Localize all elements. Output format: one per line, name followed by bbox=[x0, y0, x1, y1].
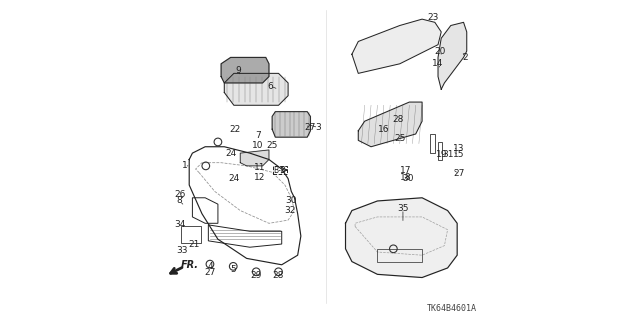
Text: 11: 11 bbox=[253, 163, 265, 172]
Text: 30: 30 bbox=[402, 174, 413, 183]
Polygon shape bbox=[224, 73, 288, 105]
Text: 6: 6 bbox=[268, 82, 273, 91]
Text: 21: 21 bbox=[188, 240, 200, 249]
Text: 5: 5 bbox=[230, 265, 236, 274]
Text: TK64B4601A: TK64B4601A bbox=[426, 304, 476, 313]
Text: 27: 27 bbox=[305, 123, 316, 132]
Text: 4: 4 bbox=[207, 262, 212, 271]
Text: 27: 27 bbox=[453, 169, 465, 178]
Polygon shape bbox=[346, 198, 457, 278]
Polygon shape bbox=[272, 112, 310, 137]
Text: 7: 7 bbox=[255, 131, 260, 140]
Text: 16: 16 bbox=[378, 125, 390, 134]
Text: 33: 33 bbox=[177, 246, 188, 255]
Text: 18: 18 bbox=[401, 173, 412, 182]
Text: 30: 30 bbox=[285, 197, 297, 205]
Text: 9: 9 bbox=[236, 66, 241, 75]
Text: 31: 31 bbox=[442, 150, 453, 159]
Text: 28: 28 bbox=[392, 115, 404, 124]
Text: 24: 24 bbox=[225, 149, 236, 158]
Text: 14: 14 bbox=[433, 59, 444, 68]
Text: 25: 25 bbox=[394, 134, 405, 143]
Text: 27: 27 bbox=[204, 268, 216, 277]
Bar bbox=[430, 134, 435, 153]
Text: 29: 29 bbox=[250, 271, 262, 280]
Text: 10: 10 bbox=[252, 141, 264, 150]
Text: 26: 26 bbox=[174, 190, 186, 199]
Polygon shape bbox=[352, 19, 441, 73]
Text: 17: 17 bbox=[401, 166, 412, 175]
Bar bbox=[438, 142, 442, 160]
Polygon shape bbox=[358, 102, 422, 147]
Text: 8: 8 bbox=[177, 197, 182, 205]
Text: 1: 1 bbox=[182, 161, 188, 170]
Text: 20: 20 bbox=[434, 47, 445, 56]
Text: 34: 34 bbox=[174, 220, 186, 229]
Text: B-8: B-8 bbox=[273, 166, 286, 174]
Text: 23: 23 bbox=[428, 13, 439, 22]
Text: 32: 32 bbox=[284, 206, 296, 215]
Text: FR.: FR. bbox=[181, 260, 199, 270]
Text: 24: 24 bbox=[228, 174, 239, 183]
Text: 12: 12 bbox=[253, 173, 265, 182]
Text: 15: 15 bbox=[453, 150, 465, 159]
Text: 2: 2 bbox=[462, 53, 468, 62]
Text: 35: 35 bbox=[397, 204, 409, 213]
Text: 25: 25 bbox=[266, 141, 278, 150]
Polygon shape bbox=[438, 22, 467, 89]
Polygon shape bbox=[221, 57, 269, 83]
Text: 22: 22 bbox=[230, 125, 241, 134]
Text: 3: 3 bbox=[316, 123, 321, 132]
Polygon shape bbox=[240, 150, 269, 166]
Text: 19: 19 bbox=[435, 150, 447, 159]
Text: 28: 28 bbox=[273, 271, 284, 280]
Text: 13: 13 bbox=[453, 144, 465, 153]
